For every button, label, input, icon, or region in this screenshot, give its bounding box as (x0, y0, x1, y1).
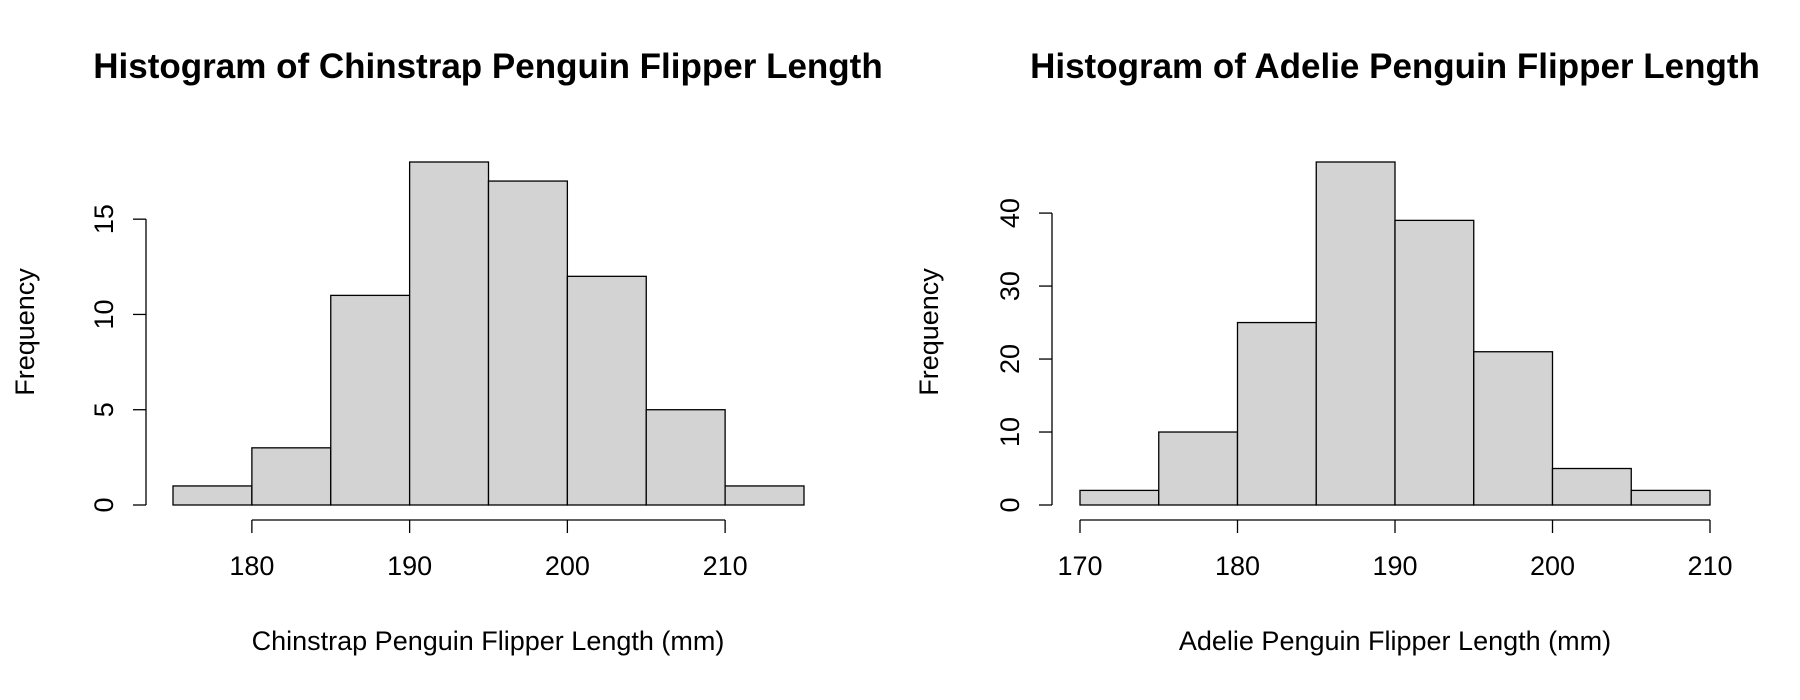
y-tick-label: 40 (995, 198, 1025, 228)
x-tick-label: 180 (1215, 551, 1260, 581)
chinstrap-histogram-panel: Histogram of Chinstrap Penguin Flipper L… (10, 47, 883, 656)
x-tick-label: 190 (387, 551, 432, 581)
y-axis: 0 10 20 30 40 (995, 198, 1053, 513)
x-tick-label: 200 (1530, 551, 1575, 581)
y-tick-label: 10 (995, 417, 1025, 447)
histogram-bar (330, 294, 411, 506)
y-tick-label: 20 (995, 344, 1025, 374)
x-tick-label: 180 (229, 551, 274, 581)
chart-title: Histogram of Chinstrap Penguin Flipper L… (93, 47, 882, 86)
adelie-histogram-panel: Histogram of Adelie Penguin Flipper Leng… (914, 47, 1760, 656)
y-tick-label: 10 (89, 299, 119, 329)
y-axis-title: Frequency (914, 268, 944, 396)
histogram-bar (1236, 321, 1317, 506)
histogram-bars (172, 161, 805, 506)
y-axis: 0 5 10 15 (89, 204, 147, 513)
histogram-bar (645, 409, 726, 506)
x-axis: 180 190 200 210 (229, 519, 748, 581)
histogram-bar (1079, 489, 1160, 506)
y-tick-label: 5 (89, 402, 119, 417)
chart-title: Histogram of Adelie Penguin Flipper Leng… (1030, 47, 1760, 86)
histogram-bar (172, 485, 253, 506)
y-axis-title: Frequency (10, 268, 40, 396)
histogram-bar (1551, 467, 1632, 506)
histogram-bar (1158, 431, 1239, 506)
histogram-bar (1315, 161, 1396, 506)
x-axis-title: Chinstrap Penguin Flipper Length (mm) (252, 626, 725, 656)
x-tick-label: 190 (1372, 551, 1417, 581)
x-tick-label: 210 (1687, 551, 1732, 581)
x-tick-label: 200 (545, 551, 590, 581)
x-axis: 170 180 190 200 210 (1057, 519, 1733, 581)
histogram-bars (1079, 161, 1711, 506)
histogram-bar (251, 447, 332, 506)
y-tick-label: 30 (995, 271, 1025, 301)
histogram-bar (566, 275, 647, 506)
histogram-bar (487, 180, 569, 506)
y-tick-label: 0 (995, 497, 1025, 512)
histogram-bar (1630, 489, 1711, 506)
y-tick-label: 0 (89, 497, 119, 512)
x-tick-label: 210 (703, 551, 748, 581)
x-axis-title: Adelie Penguin Flipper Length (mm) (1179, 626, 1611, 656)
histogram-bar (1394, 219, 1475, 506)
histogram-bar (1473, 351, 1554, 506)
histogram-bar (408, 161, 490, 506)
x-tick-label: 170 (1057, 551, 1102, 581)
y-tick-label: 15 (89, 204, 119, 234)
histogram-bar (724, 485, 805, 506)
